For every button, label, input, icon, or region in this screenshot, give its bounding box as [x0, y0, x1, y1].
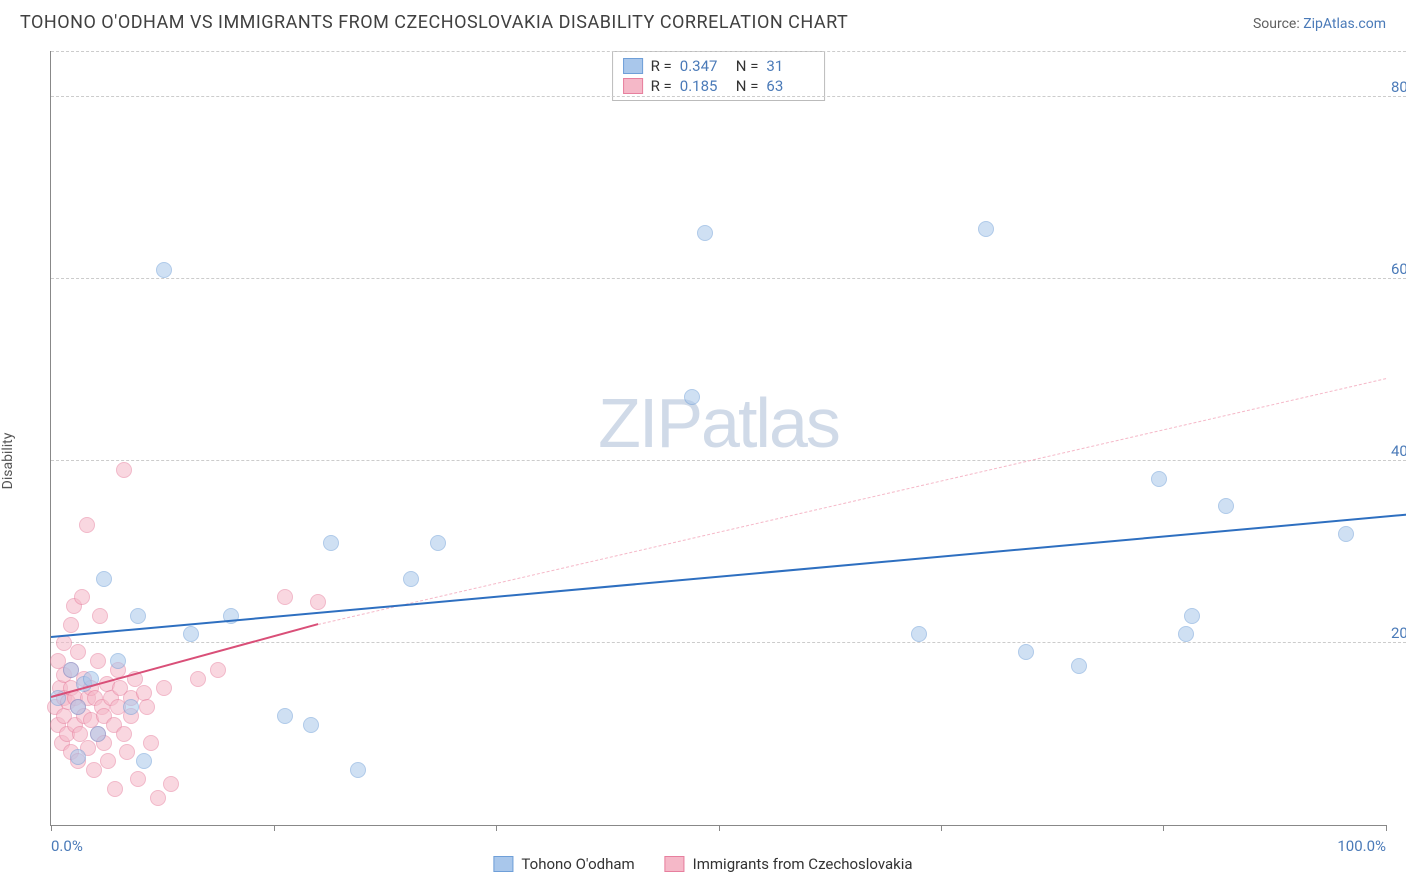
data-point — [139, 699, 155, 715]
n-label: N = — [736, 57, 759, 75]
data-point — [350, 762, 366, 778]
data-point — [136, 753, 152, 769]
data-point — [96, 571, 112, 587]
watermark: ZIPatlas — [598, 383, 839, 463]
y-tick-label: 60.0% — [1391, 260, 1406, 278]
data-point — [277, 708, 293, 724]
data-point — [156, 680, 172, 696]
x-tick — [1386, 825, 1387, 831]
data-point — [1338, 526, 1354, 542]
swatch-series1 — [623, 58, 643, 74]
x-tick — [719, 825, 720, 831]
legend-bottom: Tohono O'odham Immigrants from Czechoslo… — [493, 855, 912, 873]
x-minor-tick — [1163, 825, 1164, 831]
data-point — [70, 644, 86, 660]
data-point — [190, 671, 206, 687]
data-point — [110, 653, 126, 669]
y-axis-label: Disability — [0, 433, 16, 490]
stats-legend-box: R = 0.347 N = 31 R = 0.185 N = 63 — [612, 51, 826, 101]
data-point — [63, 617, 79, 633]
data-point — [150, 790, 166, 806]
y-tick-label: 20.0% — [1391, 624, 1406, 642]
plot-region: ZIPatlas R = 0.347 N = 31 R = 0.185 N = … — [50, 51, 1386, 826]
data-point — [107, 781, 123, 797]
gridline — [51, 96, 1406, 97]
data-point — [100, 753, 116, 769]
data-point — [70, 699, 86, 715]
data-point — [63, 662, 79, 678]
legend-label-2: Immigrants from Czechoslovakia — [693, 855, 913, 873]
data-point — [92, 608, 108, 624]
data-point — [697, 225, 713, 241]
gridline — [51, 460, 1406, 461]
data-point — [183, 626, 199, 642]
n-value-1: 31 — [766, 57, 814, 75]
n-value-2: 63 — [766, 77, 814, 95]
chart-area: Disability ZIPatlas R = 0.347 N = 31 R =… — [0, 41, 1406, 881]
chart-source: Source: ZipAtlas.com — [1253, 16, 1386, 32]
data-point — [1218, 498, 1234, 514]
chart-title: TOHONO O'ODHAM VS IMMIGRANTS FROM CZECHO… — [20, 12, 848, 33]
legend-item-2: Immigrants from Czechoslovakia — [665, 855, 913, 873]
data-point — [90, 653, 106, 669]
trend-line — [51, 513, 1406, 638]
data-point — [79, 517, 95, 533]
y-tick-label: 80.0% — [1391, 78, 1406, 96]
chart-header: TOHONO O'ODHAM VS IMMIGRANTS FROM CZECHO… — [0, 0, 1406, 41]
data-point — [156, 262, 172, 278]
legend-item-1: Tohono O'odham — [493, 855, 634, 873]
source-link[interactable]: ZipAtlas.com — [1303, 16, 1386, 32]
r-label: R = — [651, 77, 672, 95]
stats-row-2: R = 0.185 N = 63 — [623, 76, 815, 96]
data-point — [90, 726, 106, 742]
data-point — [143, 735, 159, 751]
x-minor-tick — [496, 825, 497, 831]
data-point — [403, 571, 419, 587]
data-point — [1151, 471, 1167, 487]
data-point — [303, 717, 319, 733]
data-point — [116, 726, 132, 742]
data-point — [130, 771, 146, 787]
data-point — [123, 699, 139, 715]
source-prefix: Source: — [1253, 16, 1303, 32]
data-point — [130, 608, 146, 624]
data-point — [116, 462, 132, 478]
r-value-1: 0.347 — [680, 57, 728, 75]
x-tick-label: 0.0% — [51, 837, 83, 855]
x-minor-tick — [941, 825, 942, 831]
data-point — [86, 762, 102, 778]
data-point — [1178, 626, 1194, 642]
watermark-thin: atlas — [701, 384, 839, 462]
swatch-icon — [493, 856, 513, 872]
data-point — [277, 589, 293, 605]
gridline — [51, 51, 1406, 52]
data-point — [70, 749, 86, 765]
data-point — [430, 535, 446, 551]
gridline — [51, 278, 1406, 279]
swatch-series2 — [623, 78, 643, 94]
n-label: N = — [736, 77, 759, 95]
data-point — [163, 776, 179, 792]
data-point — [1184, 608, 1200, 624]
legend-label-1: Tohono O'odham — [521, 855, 634, 873]
data-point — [911, 626, 927, 642]
r-label: R = — [651, 57, 672, 75]
data-point — [684, 389, 700, 405]
r-value-2: 0.185 — [680, 77, 728, 95]
data-point — [119, 744, 135, 760]
data-point — [323, 535, 339, 551]
data-point — [210, 662, 226, 678]
x-minor-tick — [274, 825, 275, 831]
data-point — [978, 221, 994, 237]
data-point — [1071, 658, 1087, 674]
data-point — [310, 594, 326, 610]
x-tick-label: 100.0% — [1337, 837, 1386, 855]
y-tick-label: 40.0% — [1391, 442, 1406, 460]
swatch-icon — [665, 856, 685, 872]
data-point — [74, 589, 90, 605]
x-tick — [51, 825, 52, 831]
data-point — [1018, 644, 1034, 660]
stats-row-1: R = 0.347 N = 31 — [623, 56, 815, 76]
